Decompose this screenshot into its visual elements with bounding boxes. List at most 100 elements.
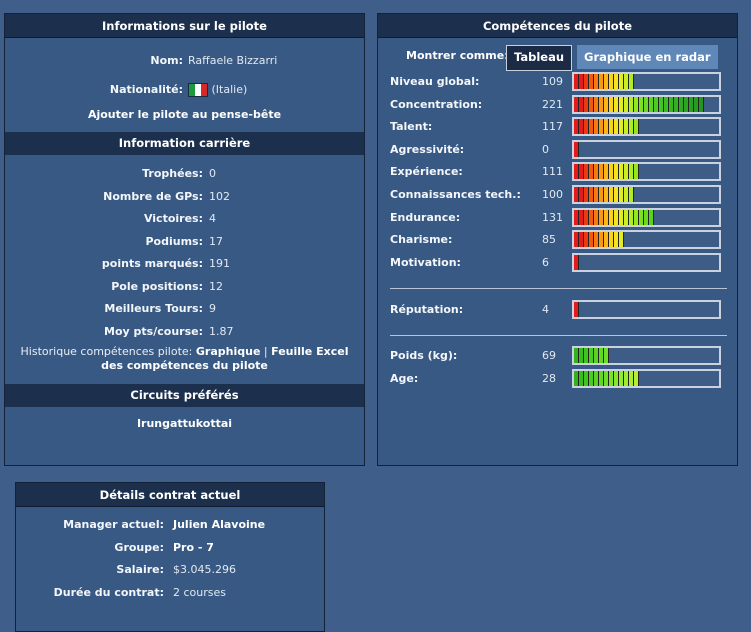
bar-segment [594,164,599,180]
bar-segment [584,209,589,225]
skill-value: 100 [542,188,563,201]
bar-segment [574,348,579,363]
nationality-row: Nationalité: (Italie) [5,82,364,98]
career-row: Meilleurs Tours: 9 [5,301,364,317]
skill-row: Connaissances tech.: 100 [378,185,737,205]
skill-label: Talent: [390,120,433,134]
bar-segment [574,254,579,270]
skill-value: 28 [542,371,556,385]
bar-segment [654,96,659,112]
bar-segment [619,209,624,225]
bar-segment [614,209,619,225]
bar-segment [674,96,679,112]
skill-row: Expérience: 111 [378,162,737,182]
bar-segment [574,302,579,317]
bar-segment [639,96,644,112]
bar-segment [589,232,594,248]
bar-segment [624,96,629,112]
bar-segment [599,164,604,180]
bar-segment [614,232,619,248]
bar-segment [604,96,609,112]
career-row: Pole positions: 12 [5,279,364,295]
bar-segment [614,96,619,112]
career-row-label: Moy pts/course: [104,324,203,338]
bar-segment [594,348,599,363]
bar-segment [599,74,604,89]
bar-segment [604,348,609,363]
bar-segment [619,119,624,135]
bar-segment [689,96,694,112]
bar-segment [629,370,634,386]
skill-bar [572,94,721,114]
contract-row: Durée du contrat: 2 courses [16,585,324,601]
skill-row: Niveau global: 109 [378,72,737,92]
bar-segment [619,232,624,248]
separator [390,288,727,289]
bar-segment [609,370,614,386]
skill-row: Age: 28 [378,368,737,389]
career-row-value: 4 [209,212,216,225]
bar-segment [629,74,634,89]
skill-value: 4 [542,303,549,316]
skill-label: Niveau global: [390,75,480,88]
bar-segment [649,209,654,225]
bar-segment [574,141,579,157]
bar-segment [594,96,599,112]
bar-segment [614,74,619,89]
bar-segment [599,187,604,202]
contract-row-label: Durée du contrat: [53,585,164,599]
skill-bar [572,368,721,388]
history-chart-link[interactable]: Graphique [195,345,261,358]
bar-segment [619,74,624,89]
skill-label: Age: [390,371,419,385]
contract-row: Groupe: Pro - 7 [16,540,324,556]
career-row: Trophées: 0 [5,166,364,182]
bar-segment [584,119,589,135]
bar-segment [589,370,594,386]
bar-segment [679,96,684,112]
skill-label: Connaissances tech.: [390,188,521,201]
career-row: points marqués: 191 [5,256,364,272]
skill-bar [572,230,721,250]
italy-flag-icon [188,83,208,97]
skill-label: Endurance: [390,210,461,224]
bar-segment [694,96,699,112]
career-row-label: Pole positions: [111,279,203,293]
skills-title: Compétences du pilote [378,14,737,38]
career-row: Podiums: 17 [5,234,364,250]
career-row-value: 1.87 [209,324,234,338]
career-row-value: 0 [209,167,216,180]
history-excel-link-cont[interactable]: des compétences du pilote [101,359,268,372]
skill-row: Poids (kg): 69 [378,346,737,366]
career-row-value: 12 [209,279,223,293]
skill-bar [572,346,721,365]
pilot-name-row: Nom: Raffaele Bizzarri [5,53,364,69]
history-separator: | [263,345,268,358]
bar-segment [699,96,704,112]
skill-label: Réputation: [390,303,464,316]
career-row: Victoires: 4 [5,211,364,227]
bar-segment [609,74,614,89]
bar-segment [604,209,609,225]
bar-segment [609,232,614,248]
bar-segment [684,96,689,112]
bar-segment [584,187,589,202]
skill-value: 109 [542,75,563,88]
bar-segment [644,209,649,225]
bar-segment [604,370,609,386]
nationality-label: Nationalité: [109,83,183,96]
bar-segment [594,232,599,248]
bar-segment [629,187,634,202]
bar-segment [579,187,584,202]
career-row: Nombre de GPs: 102 [5,189,364,205]
contract-row-label: Groupe: [114,540,164,554]
table-view-button[interactable]: Tableau [506,45,573,71]
bar-segment [609,96,614,112]
bar-segment [574,119,579,135]
add-to-watchlist-link[interactable]: Ajouter le pilote au pense-bête [87,108,282,121]
bar-segment [574,232,579,248]
bar-segment [579,96,584,112]
radar-view-button[interactable]: Graphique en radar [577,45,718,69]
history-excel-link[interactable]: Feuille Excel [271,345,349,358]
pilot-info-title: Informations sur le pilote [5,14,364,38]
